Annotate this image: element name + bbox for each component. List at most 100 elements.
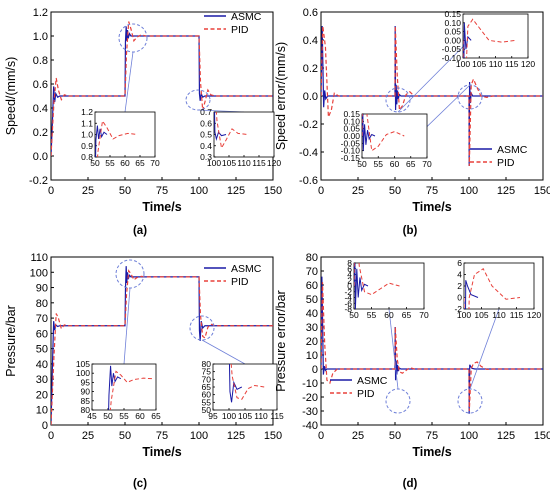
- inset-y-tick-label: 0.10: [444, 18, 461, 28]
- series-line-pid: [463, 18, 516, 58]
- inset-y-tick-label: 75: [202, 367, 212, 377]
- x-tick-label: 25: [352, 430, 364, 442]
- x-tick-label: 150: [264, 185, 282, 197]
- zoom-callout-ellipse: [385, 388, 411, 414]
- x-tick-label: 75: [156, 430, 168, 442]
- inset-x-tick-label: 70: [422, 159, 432, 169]
- y-axis-label: Pressure/bar: [4, 305, 18, 377]
- inset-frame: [91, 363, 157, 411]
- series-line-pid: [362, 114, 405, 152]
- inset-x-tick-label: 100: [456, 59, 470, 69]
- y-tick-label: 80: [306, 252, 318, 264]
- y-tick-label: 10: [306, 350, 318, 362]
- inset-y-tick-label: 105: [76, 359, 90, 369]
- series-line-pid: [354, 263, 400, 296]
- x-tick-label: 150: [534, 430, 550, 442]
- y-axis-label: Speed error/(mm/s): [274, 42, 288, 150]
- inset-x-tick-label: 115: [510, 310, 524, 320]
- y-tick-label: 100: [30, 267, 48, 279]
- series-line-asmc: [95, 125, 108, 157]
- inset-y-tick-label: 85: [81, 396, 91, 406]
- y-tick-label: 110: [30, 252, 48, 264]
- y-tick-label: 0.6: [33, 79, 48, 91]
- y-tick-label: 30: [306, 322, 318, 334]
- panel-b: 0 25 50 75 100 125 150 -0.6 -0.4 -0.2 0.0 0.2 0.4 0.6…: [274, 7, 550, 237]
- inset-y-tick-label: 0: [347, 281, 352, 291]
- inset-y-tick-label: -0.05: [442, 44, 462, 54]
- series-line-asmc: [354, 263, 369, 309]
- inset-plot: 50 55 60 65 70 -0.15-0.10-0.050.000.050.100.1…: [341, 109, 432, 169]
- x-tick-label: 125: [497, 185, 515, 197]
- panel-label: (b): [403, 225, 418, 237]
- x-tick-label: 0: [318, 185, 324, 197]
- inset-x-tick-label: 110: [254, 411, 268, 421]
- inset-y-tick-label: 1.1: [81, 118, 93, 128]
- y-tick-label: -10: [302, 378, 318, 390]
- inset-y-tick-label: 0.9: [81, 141, 93, 151]
- inset-x-tick-label: 120: [527, 310, 541, 320]
- legend-label-pid: PID: [231, 24, 249, 36]
- series-line-pid: [51, 21, 273, 157]
- inset-x-tick-label: 55: [374, 159, 384, 169]
- inset-y-tick-label: 80: [202, 359, 212, 369]
- inset-y-tick-label: 90: [81, 387, 91, 397]
- legend-label-asmc: ASMC: [231, 11, 262, 23]
- y-tick-label: 0: [312, 364, 318, 376]
- inset-x-tick-label: 100: [207, 158, 221, 168]
- zoom-callout-ellipse: [118, 23, 148, 53]
- inset-frame: [462, 13, 529, 59]
- series-line-pid: [464, 268, 521, 309]
- zoom-callout-ellipse: [189, 315, 215, 341]
- inset-frame: [361, 113, 428, 159]
- inset-y-tick-label: -2: [454, 304, 462, 314]
- inset-x-tick-label: 65: [151, 411, 161, 421]
- zoom-callout-arrow: [124, 51, 134, 113]
- x-axis-label: Time/s: [142, 445, 181, 459]
- inset-y-tick-label: -2: [344, 287, 352, 297]
- legend-label-asmc: ASMC: [497, 144, 528, 156]
- inset-x-tick-label: 115: [505, 59, 519, 69]
- inset-plot: 100 105 110 115 120 0.30.40.5 0.60.7: [200, 107, 281, 168]
- y-tick-label: 10: [36, 405, 48, 417]
- series-line-asmc: [228, 364, 243, 403]
- series-line-pid: [230, 364, 265, 400]
- inset-x-tick-label: 50: [90, 158, 100, 168]
- zoom-callout-ellipse: [115, 259, 145, 289]
- inset-plot: 50 55 60 65 70 0.80.91.0 1.11.2: [81, 107, 160, 168]
- legend-label-pid: PID: [497, 157, 515, 169]
- series-line-asmc: [463, 22, 472, 58]
- x-tick-label: 50: [119, 430, 131, 442]
- y-tick-label: -0.6: [299, 175, 318, 187]
- inset-y-tick-label: -0.05: [341, 138, 361, 148]
- x-tick-label: 100: [460, 185, 478, 197]
- legend-label-asmc: ASMC: [357, 375, 388, 387]
- inset-x-tick-label: 50: [103, 411, 113, 421]
- inset-frame: [353, 262, 425, 310]
- inset-y-tick-label: 0.00: [343, 131, 360, 141]
- inset-y-tick-label: 0.05: [343, 124, 360, 134]
- inset-y-tick-label: 95: [81, 377, 91, 387]
- inset-x-tick-label: 110: [489, 59, 503, 69]
- inset-y-tick-label: 60: [202, 390, 212, 400]
- y-tick-label: -0.2: [29, 175, 48, 187]
- inset-x-tick-label: 55: [119, 411, 129, 421]
- inset-x-tick-label: 115: [252, 158, 266, 168]
- inset-x-tick-label: 110: [492, 310, 506, 320]
- inset-y-tick-label: 0.05: [444, 27, 461, 37]
- x-tick-label: 150: [264, 430, 282, 442]
- inset-y-tick-label: 4: [457, 270, 462, 280]
- inset-y-tick-label: -4: [344, 293, 352, 303]
- inset-x-tick-label: 70: [419, 310, 429, 320]
- inset-x-tick-label: 60: [135, 411, 145, 421]
- inset-y-tick-label: 0.8: [81, 152, 93, 162]
- x-tick-label: 125: [227, 185, 245, 197]
- panel-d: 0 25 50 75 100 125 150-40-30-20-10010203040506…: [274, 252, 550, 490]
- inset-frame: [212, 363, 278, 411]
- y-axis-label: Pressure error/bar: [274, 290, 288, 391]
- y-tick-label: 0: [42, 420, 48, 432]
- inset-y-tick-label: 0.10: [343, 116, 360, 126]
- y-tick-label: 0.0: [33, 151, 48, 163]
- panel-label: (c): [133, 478, 147, 490]
